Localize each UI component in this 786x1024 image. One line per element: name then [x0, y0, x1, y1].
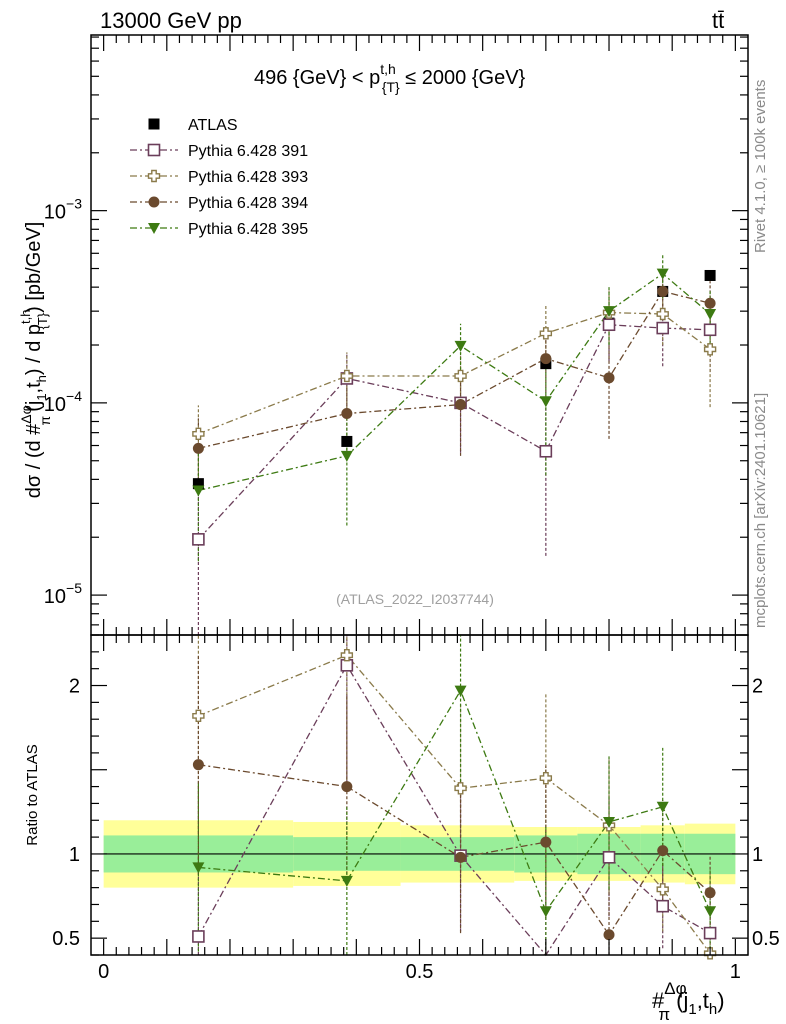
- series-3-point: [192, 442, 204, 454]
- ratio-series-3-point: [540, 836, 552, 848]
- y-tick-label: 10−4: [44, 388, 82, 416]
- ratio-series-4-point: [603, 816, 616, 828]
- series-line-2: [198, 311, 711, 435]
- legend-marker: [148, 196, 160, 208]
- series-line-1: [197, 324, 711, 540]
- mcplots-label: mcplots.cern.ch [arXiv:2401.10621]: [752, 393, 769, 628]
- legend-label: ATLAS: [188, 117, 238, 134]
- series-3-point: [603, 372, 615, 384]
- ratio-series-2-point: [656, 883, 669, 896]
- analysis-id: (ATLAS_2022_I2037744): [336, 591, 494, 607]
- series-line-4: [198, 272, 711, 492]
- ratio-series-3-point: [657, 845, 669, 857]
- series-2-point: [656, 307, 669, 321]
- ratio-tick-label: 1: [69, 844, 80, 866]
- legend-label: Pythia 6.428 393: [188, 169, 308, 186]
- legend-marker: [148, 118, 160, 130]
- atlas-point: [704, 269, 716, 281]
- series-4-point: [340, 450, 353, 462]
- legend: ATLAS Pythia 6.428 391 Pythia 6.428 393 Pyt…: [130, 117, 308, 238]
- ratio-series-3-point: [704, 887, 716, 899]
- ratio-line-1: [197, 664, 711, 957]
- ratio-series-2-point: [454, 782, 467, 795]
- series-2-point: [539, 327, 553, 340]
- series-1-point: [192, 533, 205, 546]
- atlas-point: [341, 435, 353, 447]
- legend-label: Pythia 6.428 394: [188, 195, 308, 212]
- legend-label: Pythia 6.428 391: [188, 143, 308, 160]
- ratio-series-4-point: [656, 801, 669, 813]
- series-line-3: [198, 290, 711, 449]
- main-plot-panel: 10−5 10−4 10−3: [44, 34, 749, 636]
- ratio-series-1-point: [656, 899, 670, 913]
- series-2-point: [192, 427, 205, 441]
- series-4-point: [539, 396, 552, 408]
- legend-label: Pythia 6.428 395: [188, 221, 308, 238]
- ratio-series-1-point: [340, 659, 354, 672]
- ratio-series-3-point: [455, 851, 467, 863]
- ratio-series-3-point: [603, 929, 615, 941]
- ratio-series-2-point: [340, 649, 354, 662]
- energy-label: 13000 GeV pp: [100, 8, 242, 33]
- ratio-series-4-point: [539, 906, 552, 918]
- ratio-series-2-point: [192, 709, 205, 723]
- series-3-point: [657, 285, 669, 297]
- ratio-tick-label: 1: [752, 844, 763, 866]
- legend-marker: [148, 223, 160, 234]
- ratio-plot-frame: [90, 634, 749, 956]
- y-tick-label: 10−3: [44, 196, 82, 224]
- x-tick-label: 0: [98, 961, 109, 983]
- series-1-point: [539, 444, 553, 458]
- ratio-tick-label: 0.5: [752, 928, 780, 950]
- ratio-tick-label: 0.5: [52, 928, 80, 950]
- y-tick-label: 10−5: [44, 580, 82, 608]
- series-2-point: [703, 343, 717, 356]
- ratio-series-4-point: [454, 685, 467, 697]
- x-tick-label: 0.5: [406, 961, 434, 983]
- legend-marker: [147, 143, 161, 157]
- ratio-series-4-point: [192, 862, 205, 874]
- series-3-point: [455, 399, 467, 411]
- ratio-series-2-point: [539, 771, 553, 785]
- ratio-series-3-point: [341, 781, 353, 793]
- ratio-tick-label: 2: [752, 676, 763, 698]
- ratio-plot-panel: 0.5 0.5 1 1 2 2 0 0.5 1: [52, 634, 780, 983]
- series-3-point: [704, 297, 716, 309]
- rivet-version-label: Rivet 4.1.0, ≥ 100k events: [752, 80, 769, 253]
- series-4-point: [656, 268, 669, 280]
- series-4-point: [603, 306, 616, 318]
- ratio-series-1-point: [703, 926, 717, 940]
- series-4-point: [192, 485, 205, 497]
- series-2-point: [340, 369, 354, 383]
- plot-title: 496 {GeV} < pt,h {T} ≤ 2000 {GeV}: [254, 61, 526, 95]
- ratio-series-1-point: [192, 930, 205, 943]
- series-3-point: [341, 408, 353, 420]
- series-2-point: [454, 369, 467, 383]
- series-3-point: [540, 353, 552, 365]
- atlas-point: [192, 478, 204, 490]
- series-1-point: [656, 321, 670, 335]
- svg-text:#Δφπ(j1,th): #Δφ π(j1,th): [652, 979, 725, 1024]
- series-4-point: [704, 308, 717, 320]
- series-1-point: [703, 323, 717, 337]
- ratio-line-2: [198, 654, 711, 954]
- legend-marker: [147, 169, 161, 183]
- series-4-point: [454, 340, 467, 352]
- ratio-series-4-point: [704, 906, 717, 918]
- ratio-axis-title: Ratio to ATLAS: [24, 744, 41, 845]
- ratio-series-4-point: [340, 875, 353, 887]
- x-axis-title: #Δφ π(j1,th): [652, 979, 725, 1024]
- svg-text:dσ / (d #Δφπ(j1,th) / d pt,h{T: dσ / (d #Δφ π(j1,th) / d pt,h {T}) [pb/GeV…: [18, 222, 53, 499]
- ratio-series-3-point: [192, 759, 204, 771]
- y-axis-title: dσ / (d #Δφ π(j1,th) / d pt,h {T}) [pb/GeV…: [18, 222, 53, 499]
- ratio-tick-label: 2: [69, 676, 80, 698]
- x-tick-label: 1: [730, 961, 741, 983]
- series-1-point: [602, 318, 616, 332]
- ratio-series-1-point: [602, 851, 616, 864]
- process-label: tt̄: [712, 8, 724, 33]
